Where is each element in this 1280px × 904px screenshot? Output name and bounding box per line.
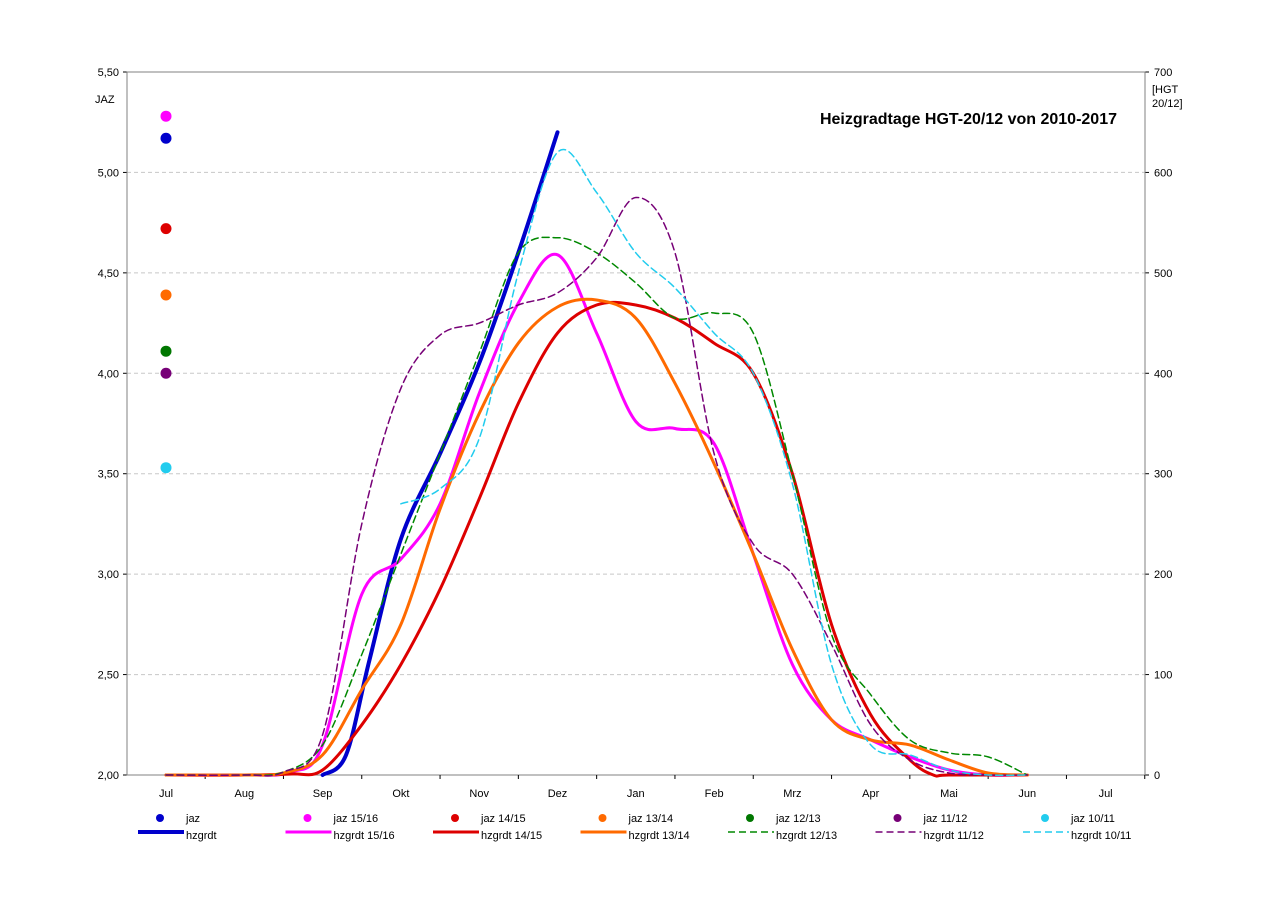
y-right-label: 20/12] [1152,98,1183,110]
legend-marker [598,814,607,822]
y-right-tick-label: 700 [1154,67,1172,79]
jaz-point-jaz [160,132,172,144]
legend-label: jaz 13/14 [628,813,674,825]
plot-frame [126,71,1146,776]
axes: 2,00 2,50 3,00 3,50 4,00 4,50 5,00 5,50 0 100 200 3… [98,67,1183,800]
legend-marker [746,814,754,822]
series-line-hzgrdt-13-14 [164,297,1029,777]
legend-label: jaz 12/13 [775,813,821,825]
y-left-tick-label: 5,00 [98,167,119,179]
series-line-hzgrdt-15-16 [164,252,1029,777]
y-right-tick-label: 100 [1154,670,1172,682]
x-tick-label: Jun [1018,788,1036,800]
series-line-hzgrdt-11-12 [165,196,1029,777]
legend-marker [303,814,312,822]
y-left-tick-label: 5,50 [98,67,119,79]
legend-marker [1041,814,1049,822]
x-tick-label: Mai [940,788,958,800]
series-line-hzgrdt-12-13 [165,236,1029,776]
series-line-hzgrdt [320,130,560,777]
legend-label: jaz [185,813,200,825]
x-tick-label: Jan [627,788,645,800]
legend-label: hzgrdt 15/16 [334,830,395,842]
legend: jaz jaz 15/16 jaz 14/15 jaz 13/14 jaz 12/13 j… [138,813,1131,842]
legend-label: hzgrdt 13/14 [629,830,690,842]
y-right-tick-label: 600 [1154,167,1172,179]
x-tick-label: Jul [1099,788,1113,800]
series-line-hzgrdt-10-11 [400,148,1029,777]
y-left-tick-label: 2,00 [98,770,119,782]
x-tick-label: Feb [705,788,724,800]
y-left-tick-label: 4,00 [98,368,119,380]
grid-lines [127,171,1145,676]
legend-marker [156,814,164,822]
y-right-tick-label: 400 [1154,368,1172,380]
y-left-tick-label: 4,50 [98,268,119,280]
jaz-point-jaz-13-14 [160,289,172,301]
legend-label: jaz 15/16 [333,813,379,825]
legend-marker [893,814,902,822]
x-tick-label: Jul [159,788,173,800]
jaz-point-jaz-14-15 [160,223,172,235]
y-left-tick-label: 2,50 [98,670,119,682]
x-tick-label: Apr [862,788,879,800]
x-tick-label: Mrz [783,788,801,800]
legend-label: hzgrdt [186,830,217,842]
legend-marker [451,814,459,822]
legend-label: hzgrdt 12/13 [776,830,837,842]
series-line-hzgrdt-14-15 [164,300,1029,778]
jaz-point-jaz-11-12 [160,367,172,379]
y-right-tick-label: 500 [1154,268,1172,280]
legend-label: jaz 14/15 [480,813,526,825]
y-left-tick-label: 3,50 [98,469,119,481]
legend-label: hzgrdt 10/11 [1071,830,1131,842]
chart-title: Heizgradtage HGT-20/12 von 2010-2017 [820,111,1117,128]
x-tick-label: Nov [469,788,489,800]
y-right-tick-label: 300 [1154,469,1172,481]
jaz-point-jaz-12-13 [160,345,172,357]
y-left-label: JAZ [95,94,115,106]
jaz-points [160,110,172,474]
x-tick-label: Sep [313,788,333,800]
legend-label: hzgrdt 14/15 [481,830,542,842]
y-left-tick-label: 3,00 [98,569,119,581]
y-right-tick-label: 200 [1154,569,1172,581]
y-right-tick-label: 0 [1154,770,1160,782]
legend-label: jaz 10/11 [1070,813,1115,825]
y-right-label: [HGT [1152,84,1179,96]
legend-label: jaz 11/12 [923,813,968,825]
x-tick-label: Aug [235,788,255,800]
jaz-point-jaz-10-11 [160,462,172,474]
x-tick-label: Dez [548,788,568,800]
jaz-point-jaz-15-16 [160,110,172,122]
series-group [164,130,1029,778]
legend-label: hzgrdt 11/12 [924,830,984,842]
x-tick-label: Okt [392,788,409,800]
